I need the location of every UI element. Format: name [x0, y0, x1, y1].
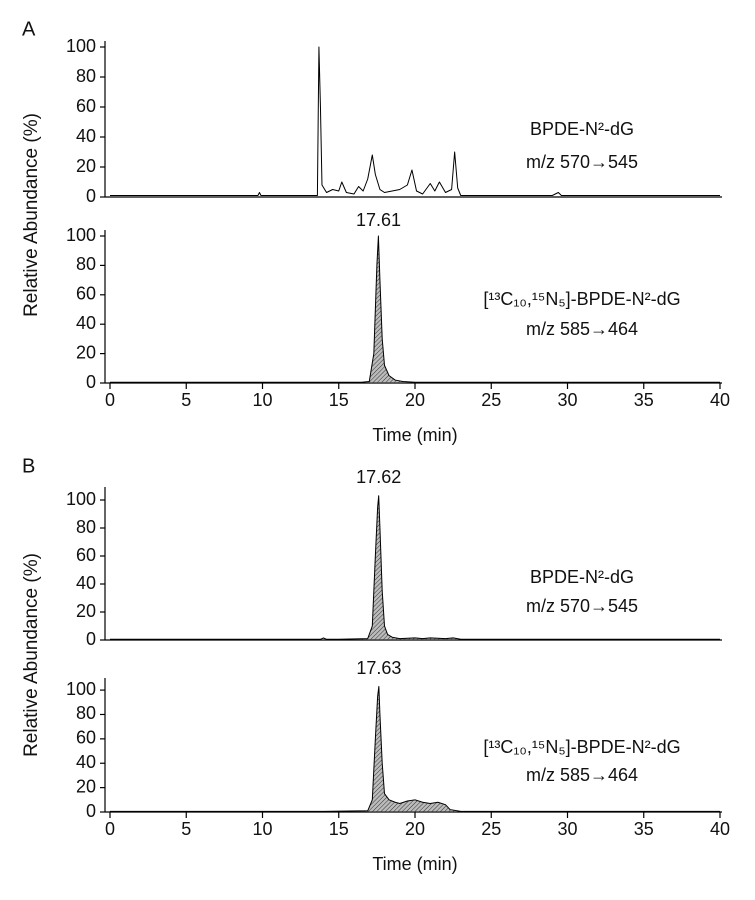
- annotation: [¹³C₁₀,¹⁵N₅]-BPDE-N²-dG: [483, 737, 680, 757]
- peak-label: 17.61: [356, 210, 401, 230]
- y-tick-label: 40: [76, 573, 96, 593]
- annotation: m/z 585→464: [526, 765, 638, 785]
- x-tick-label: 20: [405, 819, 425, 839]
- y-tick-label: 0: [86, 186, 96, 206]
- annotation: m/z 570→545: [526, 152, 638, 172]
- y-tick-label: 100: [66, 489, 96, 509]
- y-tick-label: 0: [86, 629, 96, 649]
- annotation: m/z 585→464: [526, 319, 638, 339]
- x-axis-label: Time (min): [372, 854, 457, 874]
- y-tick-label: 20: [76, 776, 96, 796]
- x-tick-label: 0: [105, 819, 115, 839]
- x-tick-label: 20: [405, 390, 425, 410]
- annotation: m/z 570→545: [526, 596, 638, 616]
- y-tick-label: 40: [76, 752, 96, 772]
- y-axis-label: Relative Abundance (%): [21, 113, 42, 317]
- y-tick-label: 0: [86, 801, 96, 821]
- x-tick-label: 25: [481, 819, 501, 839]
- x-tick-label: 15: [329, 390, 349, 410]
- x-tick-label: 5: [181, 390, 191, 410]
- y-tick-label: 0: [86, 372, 96, 392]
- x-tick-label: 10: [252, 390, 272, 410]
- x-tick-label: 30: [557, 819, 577, 839]
- trace: [110, 235, 720, 383]
- x-tick-label: 0: [105, 390, 115, 410]
- y-tick-label: 40: [76, 126, 96, 146]
- panel-label: B: [22, 455, 35, 477]
- peak-label: 17.62: [356, 467, 401, 487]
- y-tick-label: 100: [66, 36, 96, 56]
- y-tick-label: 80: [76, 66, 96, 86]
- trace: [110, 495, 720, 640]
- x-axis-label: Time (min): [372, 425, 457, 445]
- y-tick-label: 60: [76, 545, 96, 565]
- x-tick-label: 15: [329, 819, 349, 839]
- y-tick-label: 20: [76, 342, 96, 362]
- x-tick-label: 40: [710, 390, 730, 410]
- panel-label: A: [22, 18, 36, 40]
- x-tick-label: 35: [634, 819, 654, 839]
- annotation: BPDE-N²-dG: [530, 567, 634, 587]
- y-tick-label: 100: [66, 679, 96, 699]
- peak-label: 17.63: [356, 658, 401, 678]
- y-tick-label: 60: [76, 96, 96, 116]
- x-tick-label: 5: [181, 819, 191, 839]
- x-tick-label: 10: [252, 819, 272, 839]
- y-tick-label: 80: [76, 254, 96, 274]
- y-axis-label: Relative Abundance (%): [21, 553, 42, 757]
- annotation: [¹³C₁₀,¹⁵N₅]-BPDE-N²-dG: [483, 289, 680, 309]
- x-tick-label: 30: [557, 390, 577, 410]
- y-tick-label: 80: [76, 517, 96, 537]
- x-tick-label: 40: [710, 819, 730, 839]
- trace: [110, 46, 720, 196]
- x-tick-label: 25: [481, 390, 501, 410]
- y-tick-label: 60: [76, 728, 96, 748]
- y-tick-label: 20: [76, 601, 96, 621]
- y-tick-label: 60: [76, 284, 96, 304]
- trace: [110, 685, 720, 812]
- y-tick-label: 80: [76, 703, 96, 723]
- y-tick-label: 20: [76, 156, 96, 176]
- y-tick-label: 100: [66, 225, 96, 245]
- annotation: BPDE-N²-dG: [530, 119, 634, 139]
- x-tick-label: 35: [634, 390, 654, 410]
- y-tick-label: 40: [76, 313, 96, 333]
